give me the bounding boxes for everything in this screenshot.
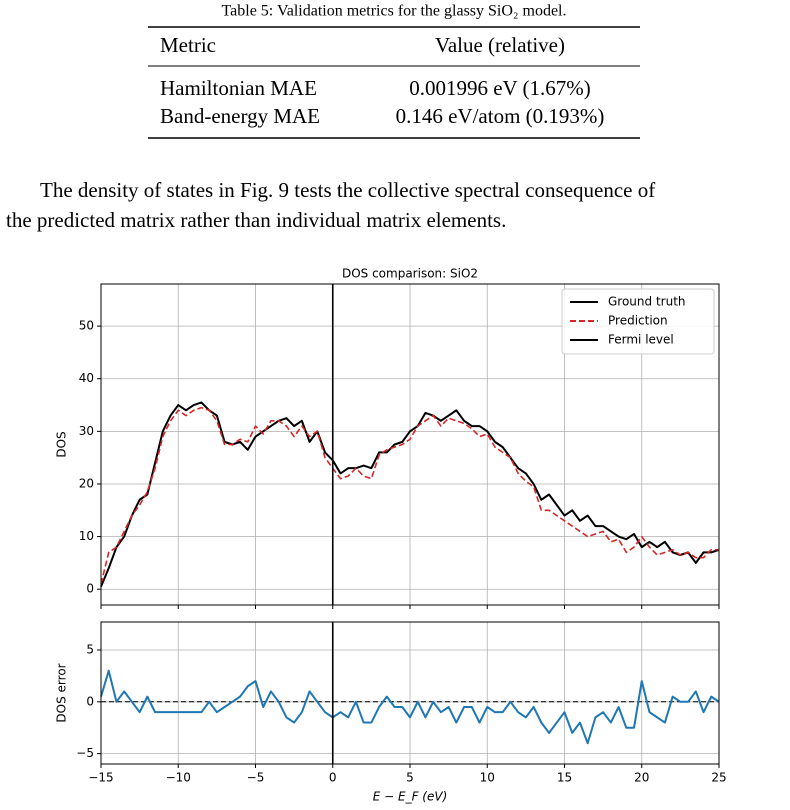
legend-box bbox=[561, 288, 715, 355]
y-tick-label: 0 bbox=[86, 582, 94, 596]
table-cell: Hamiltonian MAE bbox=[160, 76, 317, 100]
table-cell: Band-energy MAE bbox=[160, 104, 320, 128]
x-tick-label: −10 bbox=[166, 771, 191, 785]
x-tick-label: 0 bbox=[329, 771, 337, 785]
y-tick-label: 5 bbox=[86, 642, 94, 656]
chart-title: DOS comparison: SiO2 bbox=[342, 267, 478, 281]
x-tick-label: 5 bbox=[406, 771, 414, 785]
y-tick-label: −5 bbox=[76, 746, 94, 760]
series-line bbox=[100, 401, 720, 587]
paragraph-line: the predicted matrix rather than individ… bbox=[6, 208, 506, 232]
y-tick-label: 0 bbox=[86, 694, 94, 708]
paragraph-line: The density of states in Fig. 9 tests th… bbox=[40, 178, 655, 202]
series-line bbox=[100, 406, 719, 585]
y-axis-label: DOS bbox=[55, 431, 69, 457]
plot-frame bbox=[100, 283, 720, 606]
x-tick-label: −15 bbox=[88, 771, 113, 785]
x-tick-label: 20 bbox=[634, 771, 649, 785]
table-caption: Table 5: Validation metrics for the glas… bbox=[222, 3, 567, 20]
legend-label: Fermi level bbox=[608, 333, 674, 347]
series-line bbox=[100, 669, 720, 745]
legend-label: Ground truth bbox=[608, 295, 686, 309]
x-tick-label: 15 bbox=[557, 771, 572, 785]
y-tick-label: 30 bbox=[79, 424, 94, 438]
plot-frame bbox=[100, 621, 720, 765]
x-tick-label: 10 bbox=[480, 771, 495, 785]
x-axis-label: E − E_F (eV) bbox=[373, 790, 448, 804]
y-tick-label: 50 bbox=[79, 319, 94, 333]
table-cell: 0.001996 eV (1.67%) bbox=[409, 76, 591, 100]
legend-label: Prediction bbox=[608, 314, 668, 328]
table-header: Metric bbox=[160, 33, 216, 57]
y-axis-label: DOS error bbox=[55, 663, 69, 722]
y-tick-label: 40 bbox=[79, 371, 94, 385]
y-tick-label: 20 bbox=[79, 476, 94, 490]
table-header: Value (relative) bbox=[435, 33, 565, 57]
y-tick-label: 10 bbox=[79, 529, 94, 543]
x-tick-label: 25 bbox=[711, 771, 726, 785]
x-tick-label: −5 bbox=[247, 771, 265, 785]
table-cell: 0.146 eV/atom (0.193%) bbox=[396, 104, 605, 128]
